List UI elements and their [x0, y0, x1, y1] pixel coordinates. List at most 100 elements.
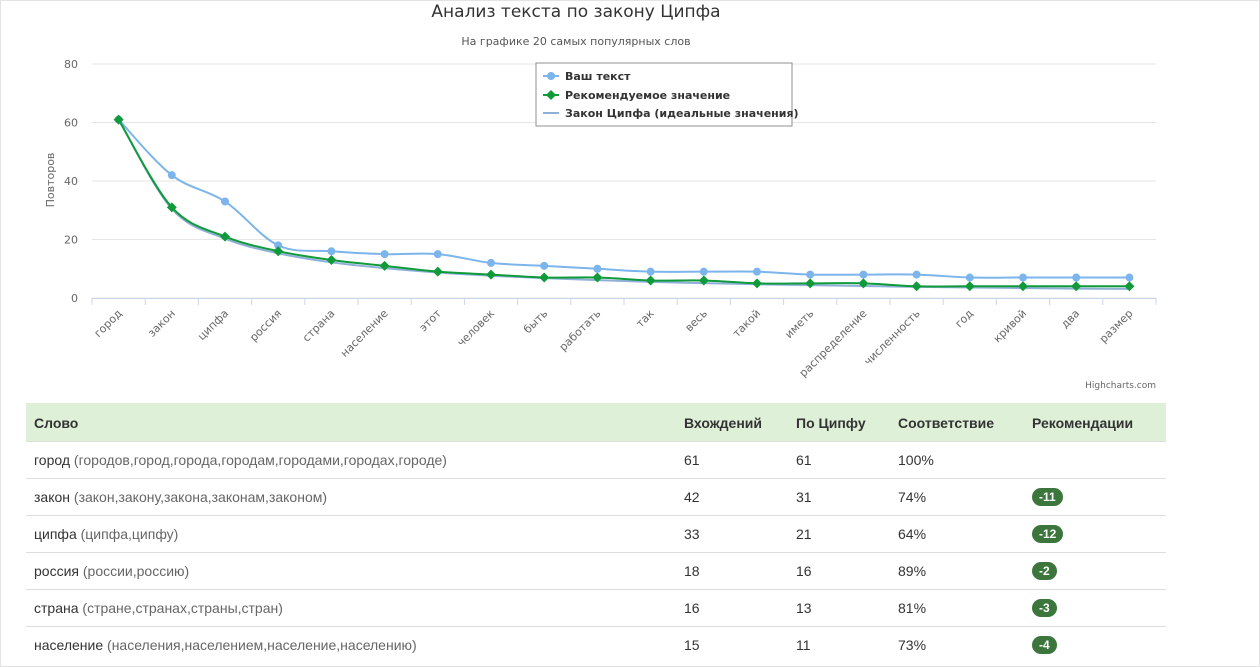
legend-item-your-text[interactable]: Ваш текст [543, 70, 631, 83]
cell-recommendation: -12 [1024, 515, 1166, 553]
word-forms: (населения,населением,население,населени… [107, 637, 417, 653]
value-zipf: 11 [796, 637, 811, 653]
table-row: ципфа (ципфа,ципфу) 33 21 64% -12 [26, 515, 1166, 553]
cell-recommendation: -4 [1024, 626, 1166, 663]
value-zipf: 31 [796, 489, 812, 505]
y-tick-label: 0 [71, 292, 78, 305]
value-match: 74% [898, 489, 927, 505]
value-zipf: 61 [796, 452, 812, 468]
point-marker-1 [486, 269, 496, 280]
value-zipf: 13 [796, 600, 812, 616]
cell-count: 33 [676, 515, 788, 553]
point-marker-1 [113, 114, 124, 125]
word-text: страна [34, 600, 79, 616]
x-tick-label: население [338, 307, 391, 360]
cell-word: население (населения,населением,населени… [26, 626, 676, 663]
recommendation-badge: -11 [1032, 488, 1063, 506]
x-tick-label: размер [1097, 307, 1136, 346]
y-axis-ticks: 0 20 40 60 80 [64, 58, 78, 305]
cell-word: россия (россии,россию) [26, 552, 676, 590]
point-marker-0 [593, 264, 602, 273]
header-count: Вхождений [676, 403, 788, 442]
x-tick-label: год [952, 307, 976, 331]
chart-credits[interactable]: Highcharts.com [1085, 381, 1156, 391]
recommendation-badge: -2 [1032, 562, 1057, 580]
value-match: 73% [898, 637, 927, 653]
point-marker-1 [805, 278, 816, 289]
chart-title: Анализ текста по закону Ципфа [431, 2, 720, 22]
series-line-2 [117, 119, 1130, 290]
cell-zipf: 21 [788, 515, 890, 553]
x-tick-label: страна [300, 307, 338, 345]
cell-zipf: 61 [788, 441, 890, 479]
cell-count: 18 [676, 552, 788, 590]
value-count: 42 [684, 489, 700, 505]
point-marker-1 [220, 231, 230, 242]
point-marker-0 [1125, 273, 1134, 282]
point-marker-0 [1072, 273, 1081, 282]
x-tick-label: город [92, 307, 125, 340]
table-row: страна (стране,странах,страны,стран) 16 13… [26, 589, 1166, 627]
cell-match: 64% [890, 515, 1024, 553]
cell-recommendation [1024, 441, 1166, 479]
x-tick-label: кривой [991, 307, 1029, 345]
value-count: 18 [684, 563, 700, 579]
word-text: ципфа [34, 526, 77, 542]
legend-item-zipf-ideal[interactable]: Закон Ципфа (идеальные значения) [543, 107, 799, 120]
legend-label-1: Рекомендуемое значение [565, 89, 730, 102]
word-forms: (городов,город,города,городам,городами,г… [73, 452, 447, 468]
point-marker-1 [592, 272, 603, 283]
point-marker-0 [487, 258, 495, 267]
y-tick-label: 60 [64, 117, 78, 130]
recommendation-badge: -12 [1032, 525, 1064, 543]
point-marker-1 [1124, 281, 1135, 292]
point-marker-0 [221, 197, 229, 206]
legend-item-recommended[interactable]: Рекомендуемое значение [543, 89, 730, 102]
word-text: население [34, 637, 104, 653]
point-marker-1 [911, 281, 922, 292]
x-tick-label: человек [455, 307, 498, 350]
y-axis-label: Повторов [44, 153, 57, 208]
cell-match: 81% [890, 589, 1024, 627]
x-axis: город закон ципфа россия страна население этот… [91, 298, 1157, 380]
series-group [113, 114, 1135, 292]
x-tick-label: численность [862, 307, 923, 368]
cell-word: город (городов,город,города,городам,горо… [26, 441, 676, 479]
table-row: город (городов,город,города,городам,горо… [26, 441, 1166, 479]
x-tick-label: иметь [782, 307, 816, 341]
x-tick-label: весь [682, 307, 709, 334]
value-match: 100% [898, 452, 934, 468]
y-tick-label: 40 [64, 175, 78, 188]
series-line-0 [117, 118, 1130, 279]
word-forms: (россии,россию) [82, 563, 190, 579]
header-zipf: По Ципфу [788, 403, 890, 442]
legend[interactable]: Ваш текст Рекомендуемое значение Закон Ц… [535, 62, 799, 127]
table-row: россия (россии,россию) 18 16 89% -2 [26, 552, 1166, 590]
cell-recommendation: -2 [1024, 552, 1166, 590]
point-marker-1 [1018, 281, 1028, 292]
point-marker-1 [166, 202, 177, 213]
legend-circle-marker-icon [547, 72, 555, 80]
value-count: 33 [684, 526, 700, 542]
words-table: Слово Вхождений По Ципфу Соответствие Ре… [26, 403, 1166, 663]
point-marker-1 [1071, 281, 1082, 292]
x-tick-label: этот [417, 307, 445, 335]
x-tick-label: работать [557, 307, 604, 354]
word-text: город [34, 452, 71, 468]
cell-word: страна (стране,странах,страны,стран) [26, 589, 676, 627]
table-row: закон (закон,закону,закона,законам,закон… [26, 478, 1166, 516]
point-marker-0 [912, 270, 921, 279]
cell-count: 15 [676, 626, 788, 663]
point-marker-1 [379, 260, 390, 271]
recommendation-badge: -3 [1032, 599, 1057, 617]
point-marker-1 [432, 266, 443, 277]
point-marker-1 [645, 275, 656, 286]
header-recommendations: Рекомендации [1024, 403, 1166, 442]
x-tick-label: два [1058, 307, 1082, 331]
word-forms: (ципфа,ципфу) [80, 526, 179, 542]
value-match: 89% [898, 563, 927, 579]
point-marker-0 [327, 247, 336, 256]
cell-zipf: 13 [788, 589, 890, 627]
cell-recommendation: -3 [1024, 589, 1166, 627]
cell-word: ципфа (ципфа,ципфу) [26, 515, 676, 553]
